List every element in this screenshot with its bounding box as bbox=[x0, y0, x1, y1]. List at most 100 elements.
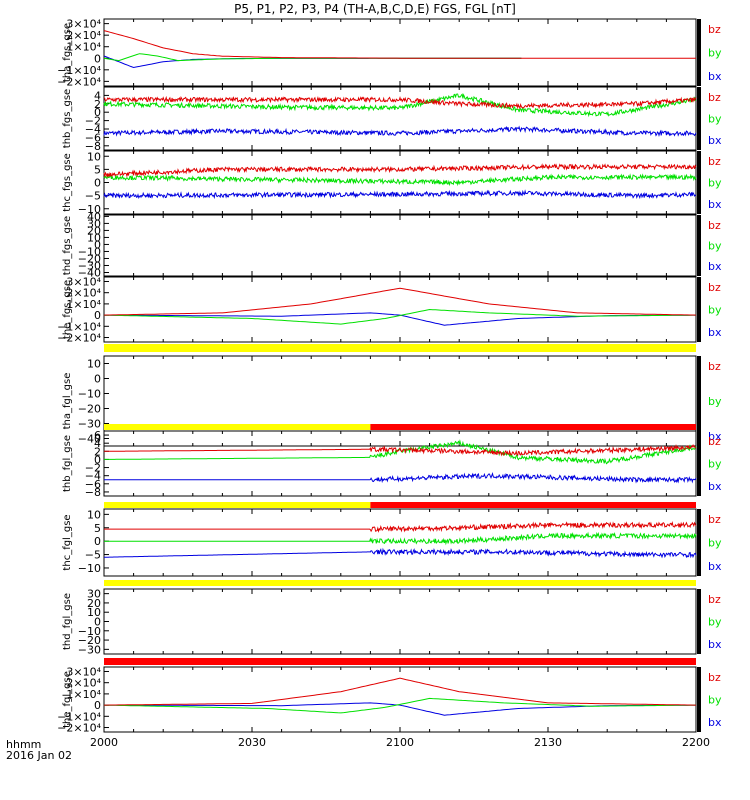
coverage-bar-yellow bbox=[104, 424, 371, 430]
y-tick-label: 2×10⁴ bbox=[66, 29, 101, 42]
legend-bx: bx bbox=[708, 134, 722, 147]
y-tick-label: −4 bbox=[85, 470, 101, 483]
series-bx-line bbox=[104, 312, 696, 326]
y-tick-label: 0 bbox=[94, 177, 101, 190]
y-axis-label: thb_fgl_gse bbox=[62, 435, 73, 492]
y-axis-label: thc_fgs_gse bbox=[62, 153, 73, 212]
y-tick-label: 5 bbox=[94, 522, 101, 535]
y-tick-label: −6 bbox=[85, 478, 101, 491]
y-axis-label: thd_fgl_gse bbox=[62, 593, 73, 650]
x-tick-label: 2030 bbox=[238, 736, 266, 749]
y-tick-label: −10 bbox=[78, 562, 101, 575]
chart-title: P5, P1, P2, P3, P4 (TH-A,B,C,D,E) FGS, F… bbox=[234, 2, 516, 16]
y-tick-label: 1×10⁴ bbox=[66, 298, 101, 311]
series-bz-line bbox=[103, 287, 697, 316]
y-tick-label: 0 bbox=[94, 238, 101, 251]
legend-bx: bx bbox=[708, 430, 722, 443]
series-by-line bbox=[103, 308, 696, 325]
panel-frame bbox=[103, 276, 697, 343]
y-tick-label: −2×10⁴ bbox=[57, 722, 101, 735]
y-tick-label: −30 bbox=[78, 643, 101, 656]
legend-bx: bx bbox=[708, 326, 722, 339]
series-bz-line bbox=[103, 95, 697, 110]
y-tick-label: −20 bbox=[78, 634, 101, 647]
legend-bz: bz bbox=[708, 281, 721, 294]
right-edge-strip bbox=[697, 87, 701, 150]
y-tick-label: 3×10⁴ bbox=[66, 665, 101, 678]
y-tick-label: 3×10⁴ bbox=[66, 275, 101, 288]
y-tick-label: −1×10⁴ bbox=[57, 320, 101, 333]
y-axis-label: thd_fgs_gse bbox=[62, 216, 73, 275]
y-tick-label: 0 bbox=[94, 52, 101, 65]
right-edge-strip bbox=[697, 215, 701, 276]
y-tick-label: 2 bbox=[94, 445, 101, 458]
legend-bz: bz bbox=[708, 23, 721, 36]
y-tick-label: 0 bbox=[94, 453, 101, 466]
legend-bz: bz bbox=[708, 671, 721, 684]
series-by-line bbox=[103, 93, 697, 118]
legend-by: by bbox=[708, 304, 722, 317]
y-tick-label: 3×10⁴ bbox=[66, 18, 101, 31]
x-tick-label: 2130 bbox=[534, 736, 562, 749]
legend-bz: bz bbox=[708, 435, 721, 448]
y-tick-label: 10 bbox=[87, 231, 101, 244]
y-tick-label: 0 bbox=[94, 373, 101, 386]
y-tick-label: −1×10⁴ bbox=[57, 710, 101, 723]
right-edge-strip bbox=[697, 356, 701, 446]
series-bz-line bbox=[104, 521, 697, 533]
right-edge-strip bbox=[697, 431, 701, 496]
y-tick-label: −4 bbox=[85, 123, 101, 136]
y-tick-label: 5 bbox=[94, 163, 101, 176]
footer-date-label: 2016 Jan 02 bbox=[6, 749, 72, 762]
right-edge-strip bbox=[697, 151, 701, 214]
series-bx-line bbox=[103, 189, 697, 200]
coverage-bar-yellow bbox=[104, 344, 696, 352]
x-tick-label: 2200 bbox=[682, 736, 710, 749]
legend-by: by bbox=[708, 458, 722, 471]
series-bz-line bbox=[104, 677, 696, 706]
y-tick-label: 0 bbox=[94, 535, 101, 548]
y-tick-label: 4 bbox=[94, 437, 101, 450]
panel-frame bbox=[103, 508, 697, 577]
legend-by: by bbox=[708, 694, 722, 707]
y-tick-label: −2 bbox=[85, 462, 101, 475]
y-tick-label: 4 bbox=[94, 89, 101, 102]
right-edge-strip bbox=[697, 589, 701, 654]
y-tick-label: 2×10⁴ bbox=[66, 677, 101, 690]
y-tick-label: −2×10⁴ bbox=[57, 75, 101, 88]
y-tick-label: 10 bbox=[87, 358, 101, 371]
legend-bx: bx bbox=[708, 638, 722, 651]
y-tick-label: −40 bbox=[78, 266, 101, 279]
series-bz-line bbox=[103, 163, 697, 179]
footer-time-label: hhmm bbox=[6, 738, 42, 751]
legend-bx: bx bbox=[708, 70, 722, 83]
legend-bx: bx bbox=[708, 716, 722, 729]
right-edge-strip bbox=[697, 667, 701, 732]
legend-by: by bbox=[708, 537, 722, 550]
series-by-line bbox=[104, 531, 697, 546]
panel-frame bbox=[103, 666, 697, 733]
y-tick-label: −6 bbox=[85, 131, 101, 144]
y-axis-label: thb_fgs_gse bbox=[62, 89, 73, 148]
legend-bz: bz bbox=[708, 593, 721, 606]
y-tick-label: −20 bbox=[78, 252, 101, 265]
coverage-bar-yellow bbox=[104, 502, 371, 508]
y-tick-label: −10 bbox=[78, 245, 101, 258]
y-tick-label: −2 bbox=[85, 115, 101, 128]
legend-by: by bbox=[708, 113, 722, 126]
y-tick-label: 20 bbox=[87, 224, 101, 237]
y-tick-label: −10 bbox=[78, 388, 101, 401]
y-tick-label: 10 bbox=[87, 150, 101, 163]
y-tick-label: −1×10⁴ bbox=[57, 64, 101, 77]
y-tick-label: 40 bbox=[87, 210, 101, 223]
y-tick-label: −5 bbox=[85, 549, 101, 562]
y-tick-label: −5 bbox=[85, 190, 101, 203]
y-tick-label: −8 bbox=[85, 140, 101, 153]
